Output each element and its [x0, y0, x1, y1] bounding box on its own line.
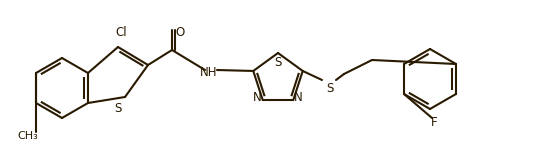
Text: S: S: [327, 82, 334, 95]
Text: F: F: [431, 115, 437, 128]
Text: CH₃: CH₃: [17, 131, 38, 141]
Text: Cl: Cl: [115, 25, 127, 39]
Text: S: S: [114, 101, 122, 115]
Text: S: S: [274, 55, 282, 69]
Text: N: N: [294, 91, 302, 103]
Text: NH: NH: [200, 66, 218, 79]
Text: O: O: [175, 25, 185, 39]
Text: N: N: [253, 91, 262, 103]
